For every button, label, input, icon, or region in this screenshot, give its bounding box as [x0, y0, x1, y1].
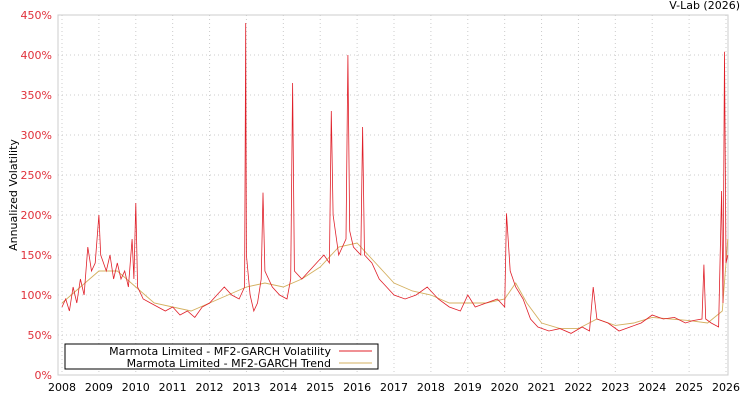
x-tick-label: 2020: [491, 381, 519, 394]
x-tick-label: 2012: [196, 381, 224, 394]
x-tick-label: 2026: [712, 381, 740, 394]
x-tick-label: 2022: [564, 381, 592, 394]
x-tick-label: 2010: [122, 381, 150, 394]
x-tick-label: 2018: [417, 381, 445, 394]
x-axis-ticks: 2008 2009 2010 2011 2012 2013 2014 2015 2016 2017…: [48, 381, 740, 394]
legend-box: [64, 343, 379, 370]
grid: [58, 14, 728, 376]
volatility-line: [61, 22, 729, 334]
x-tick-label: 2024: [638, 381, 666, 394]
y-tick-label: 400%: [21, 49, 52, 62]
y-tick-label: 50%: [28, 329, 52, 342]
x-tick-label: 2008: [48, 381, 76, 394]
x-tick-label: 2011: [159, 381, 187, 394]
y-tick-label: 250%: [21, 169, 52, 182]
legend-label-volatility: Marmota Limited - MF2-GARCH Volatility: [109, 345, 331, 358]
x-tick-label: 2023: [601, 381, 629, 394]
x-tick-label: 2017: [380, 381, 408, 394]
y-tick-label: 150%: [21, 249, 52, 262]
x-tick-label: 2016: [343, 381, 371, 394]
legend: Marmota Limited - MF2-GARCH Volatility M…: [64, 343, 379, 370]
y-tick-label: 200%: [21, 209, 52, 222]
y-tick-label: 100%: [21, 289, 52, 302]
x-tick-label: 2013: [232, 381, 260, 394]
legend-label-trend: Marmota Limited - MF2-GARCH Trend: [127, 357, 331, 370]
x-tick-label: 2025: [675, 381, 703, 394]
series-lines: [61, 22, 729, 334]
x-tick-label: 2009: [85, 381, 113, 394]
credit-label: V-Lab (2026): [669, 0, 740, 12]
y-axis-ticks: 0% 50% 100% 150% 200% 250% 300% 350% 400% 450%: [21, 9, 52, 382]
y-tick-label: 450%: [21, 9, 52, 22]
x-tick-label: 2015: [306, 381, 334, 394]
x-tick-label: 2014: [269, 381, 297, 394]
y-tick-label: 350%: [21, 89, 52, 102]
trend-line: [61, 238, 729, 330]
x-tick-label: 2019: [454, 381, 482, 394]
y-tick-label: 0%: [35, 369, 52, 382]
plot-area: [57, 14, 729, 376]
y-tick-label: 300%: [21, 129, 52, 142]
x-tick-label: 2021: [528, 381, 556, 394]
y-axis-label: Annualized Volatility: [7, 139, 20, 251]
